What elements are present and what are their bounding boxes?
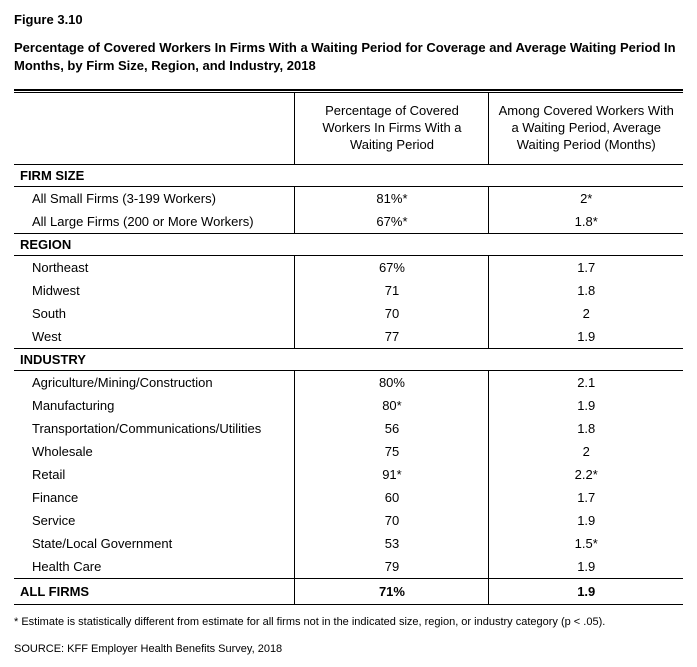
section-label: REGION	[14, 234, 683, 256]
data-table: Percentage of Covered Workers In Firms W…	[14, 92, 683, 605]
section-label: INDUSTRY	[14, 349, 683, 371]
section-firm-size: FIRM SIZE	[14, 165, 683, 187]
row-value: 1.7	[489, 256, 683, 280]
top-rule	[14, 89, 683, 91]
row-label: Retail	[14, 463, 295, 486]
table-row: Midwest 71 1.8	[14, 279, 683, 302]
row-value: 53	[295, 532, 489, 555]
row-label: All Large Firms (200 or More Workers)	[14, 210, 295, 234]
row-value: 60	[295, 486, 489, 509]
table-row: Northeast 67% 1.7	[14, 256, 683, 280]
row-value: 80*	[295, 394, 489, 417]
row-label: Health Care	[14, 555, 295, 579]
figure-number: Figure 3.10	[14, 12, 683, 27]
row-value: 70	[295, 302, 489, 325]
section-region: REGION	[14, 234, 683, 256]
table-row: Transportation/Communications/Utilities …	[14, 417, 683, 440]
table-row: Finance 60 1.7	[14, 486, 683, 509]
table-row: Manufacturing 80* 1.9	[14, 394, 683, 417]
row-label: Midwest	[14, 279, 295, 302]
row-value: 75	[295, 440, 489, 463]
figure-title: Percentage of Covered Workers In Firms W…	[14, 39, 683, 75]
row-label: South	[14, 302, 295, 325]
row-value: 1.8	[489, 417, 683, 440]
table-row: Retail 91* 2.2*	[14, 463, 683, 486]
table-row: Agriculture/Mining/Construction 80% 2.1	[14, 371, 683, 395]
row-value: 70	[295, 509, 489, 532]
header-blank	[14, 93, 295, 165]
row-label: Northeast	[14, 256, 295, 280]
row-label: State/Local Government	[14, 532, 295, 555]
row-value: 77	[295, 325, 489, 349]
all-firms-label: ALL FIRMS	[14, 579, 295, 605]
row-value: 91*	[295, 463, 489, 486]
row-value: 2*	[489, 187, 683, 211]
footnote: * Estimate is statistically different fr…	[14, 615, 683, 629]
row-value: 2.1	[489, 371, 683, 395]
table-row: All Large Firms (200 or More Workers) 67…	[14, 210, 683, 234]
row-value: 2	[489, 440, 683, 463]
row-value: 67%*	[295, 210, 489, 234]
row-value: 56	[295, 417, 489, 440]
row-value: 1.8	[489, 279, 683, 302]
table-row: West 77 1.9	[14, 325, 683, 349]
row-label: Manufacturing	[14, 394, 295, 417]
row-label: Agriculture/Mining/Construction	[14, 371, 295, 395]
row-label: West	[14, 325, 295, 349]
row-value: 81%*	[295, 187, 489, 211]
header-row: Percentage of Covered Workers In Firms W…	[14, 93, 683, 165]
header-col1: Percentage of Covered Workers In Firms W…	[295, 93, 489, 165]
row-value: 2.2*	[489, 463, 683, 486]
table-row: State/Local Government 53 1.5*	[14, 532, 683, 555]
row-label: Wholesale	[14, 440, 295, 463]
section-industry: INDUSTRY	[14, 349, 683, 371]
all-firms-value: 71%	[295, 579, 489, 605]
all-firms-row: ALL FIRMS 71% 1.9	[14, 579, 683, 605]
row-label: All Small Firms (3-199 Workers)	[14, 187, 295, 211]
row-label: Finance	[14, 486, 295, 509]
all-firms-value: 1.9	[489, 579, 683, 605]
header-col2: Among Covered Workers With a Waiting Per…	[489, 93, 683, 165]
table-row: Wholesale 75 2	[14, 440, 683, 463]
row-value: 71	[295, 279, 489, 302]
row-value: 79	[295, 555, 489, 579]
row-value: 1.5*	[489, 532, 683, 555]
row-label: Transportation/Communications/Utilities	[14, 417, 295, 440]
source-line: SOURCE: KFF Employer Health Benefits Sur…	[14, 643, 683, 655]
row-value: 1.9	[489, 325, 683, 349]
table-row: Health Care 79 1.9	[14, 555, 683, 579]
section-label: FIRM SIZE	[14, 165, 683, 187]
table-row: All Small Firms (3-199 Workers) 81%* 2*	[14, 187, 683, 211]
row-value: 1.7	[489, 486, 683, 509]
row-value: 1.9	[489, 394, 683, 417]
table-row: Service 70 1.9	[14, 509, 683, 532]
row-value: 2	[489, 302, 683, 325]
row-value: 1.9	[489, 555, 683, 579]
row-value: 80%	[295, 371, 489, 395]
row-value: 1.9	[489, 509, 683, 532]
row-value: 67%	[295, 256, 489, 280]
row-value: 1.8*	[489, 210, 683, 234]
row-label: Service	[14, 509, 295, 532]
table-row: South 70 2	[14, 302, 683, 325]
